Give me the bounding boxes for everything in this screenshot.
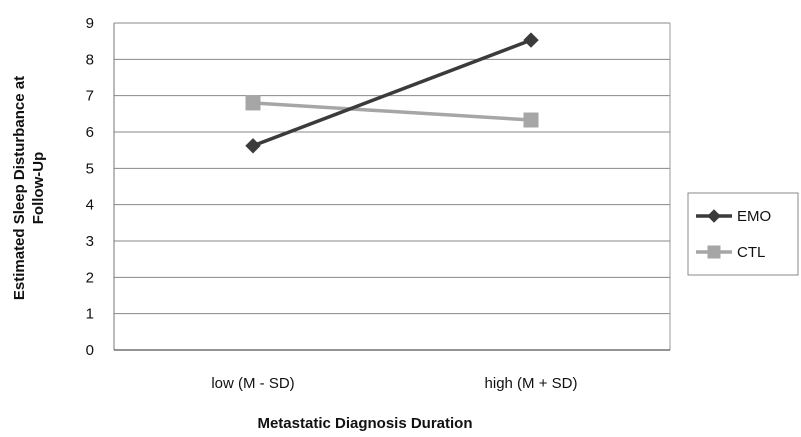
gridlines	[114, 22, 670, 315]
x-tick-label: low (M - SD)	[211, 375, 294, 392]
y-tick-label: 4	[86, 197, 94, 214]
legend-marker	[707, 245, 721, 259]
data-point-ctl	[523, 112, 539, 128]
x-axis-tick-labels: low (M - SD) high (M + SD)	[211, 375, 577, 392]
y-tick-label: 2	[86, 269, 94, 286]
y-tick-label: 6	[86, 124, 94, 141]
data-point-emo	[245, 138, 261, 154]
y-tick-label: 5	[86, 160, 94, 177]
y-tick-label: 3	[86, 233, 94, 250]
y-tick-label: 7	[86, 88, 94, 105]
legend-box	[687, 192, 799, 276]
data-point-emo	[523, 32, 539, 48]
legend: EMO CTL	[687, 192, 799, 276]
series-line-ctl	[252, 101, 532, 122]
y-tick-label: 0	[86, 342, 94, 359]
x-axis-title: Metastatic Diagnosis Duration	[257, 415, 472, 432]
legend-label-emo: EMO	[737, 208, 771, 225]
legend-marker	[707, 209, 721, 223]
legend-item-emo: EMO	[696, 208, 771, 225]
data-point-ctl	[245, 95, 261, 111]
legend-items: EMO CTL	[696, 208, 771, 261]
y-axis-title-line-2: Follow-Up	[30, 152, 47, 224]
series-layer	[245, 32, 539, 154]
y-axis-title-line-1: Estimated Sleep Disturbance at	[11, 76, 28, 300]
series-ctl	[245, 95, 539, 128]
y-tick-label: 8	[86, 51, 94, 68]
y-tick-label: 1	[86, 306, 94, 323]
legend-item-ctl: CTL	[696, 244, 765, 261]
x-tick-label: high (M + SD)	[485, 375, 578, 392]
plot-frame	[113, 23, 671, 351]
series-emo	[245, 32, 539, 154]
y-axis-tick-labels: 0 1 2 3 4 5 6 7 8 9	[86, 15, 94, 359]
series-line-emo	[252, 38, 532, 148]
y-tick-label: 9	[86, 15, 94, 32]
legend-label-ctl: CTL	[737, 244, 765, 261]
y-axis-title: Estimated Sleep Disturbance at Follow-Up	[11, 76, 47, 300]
